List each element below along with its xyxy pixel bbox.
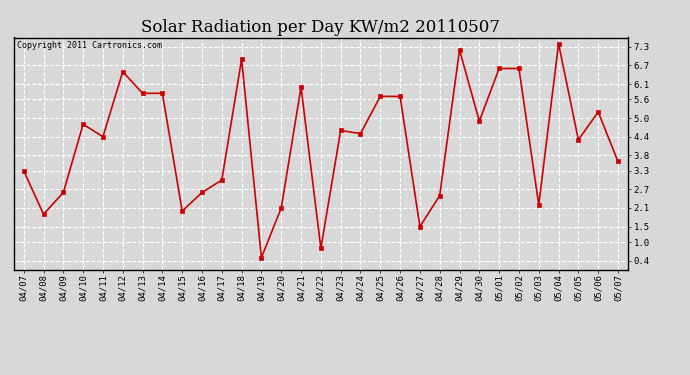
Title: Solar Radiation per Day KW/m2 20110507: Solar Radiation per Day KW/m2 20110507: [141, 19, 500, 36]
Text: Copyright 2011 Cartronics.com: Copyright 2011 Cartronics.com: [17, 41, 162, 50]
